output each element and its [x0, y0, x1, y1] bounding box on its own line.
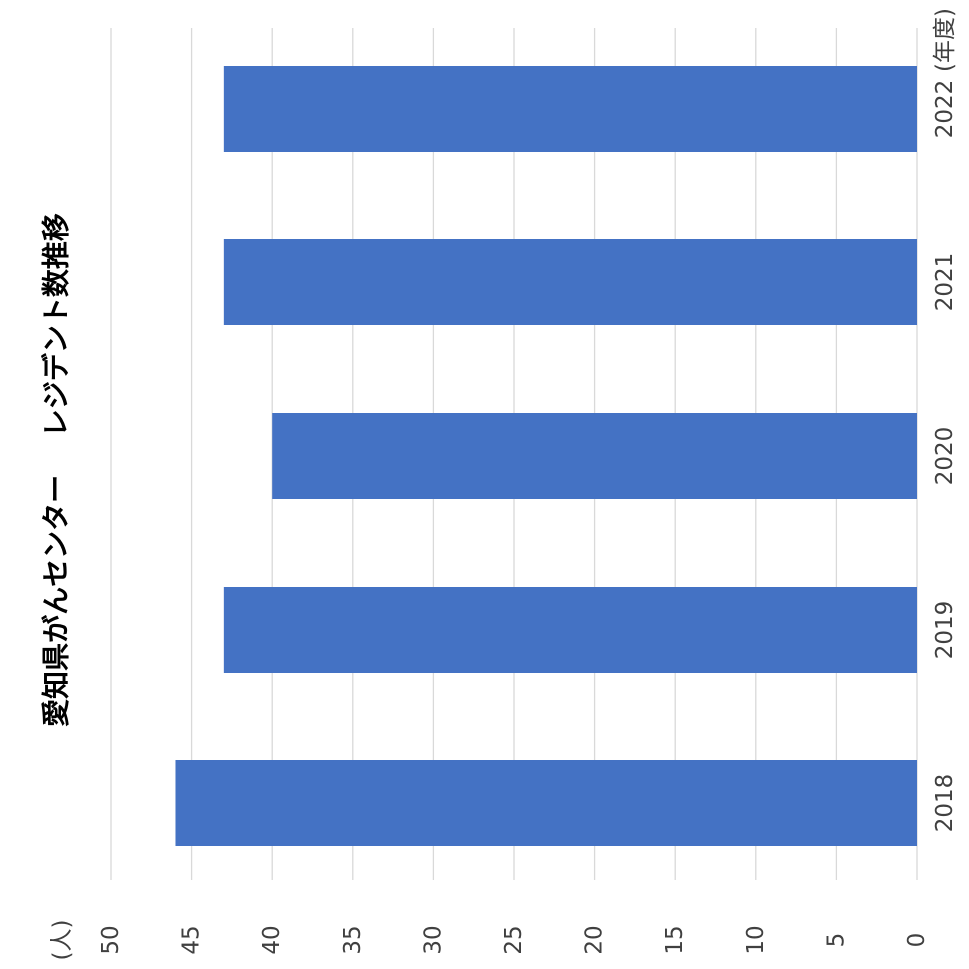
value-tick-label: 30: [420, 925, 446, 954]
category-tick-label: 2019: [932, 601, 958, 660]
category-tick-label: 2018: [932, 774, 958, 833]
category-tick-label: 2022: [932, 80, 958, 139]
category-axis-tick-labels: 2018 2019 2020 2021 2022: [932, 80, 958, 833]
value-tick-label: 35: [340, 925, 366, 954]
value-tick-label: 5: [823, 933, 849, 948]
value-tick-label: 25: [501, 925, 527, 954]
value-tick-label: 20: [582, 925, 608, 954]
bar: [223, 66, 918, 152]
value-tick-label: 45: [179, 925, 205, 954]
value-tick-label: 40: [259, 925, 285, 954]
category-tick-label: 2021: [932, 253, 958, 312]
bar: [272, 413, 917, 499]
bar: [223, 587, 918, 673]
value-axis-tick-labels: 0 5 10 15 20 25 30 35 40 45 50: [98, 925, 930, 954]
value-tick-label: 0: [904, 933, 930, 948]
value-tick-label: 10: [743, 925, 769, 954]
bar: [223, 239, 918, 325]
category-unit-label: (年度): [932, 8, 958, 72]
value-tick-label: 15: [662, 925, 688, 954]
bar: [175, 760, 918, 846]
bars: [175, 66, 918, 846]
value-tick-label: 50: [98, 925, 124, 954]
chart-title: 愛知県がんセンター レジデント数推移: [40, 213, 73, 727]
value-unit-label: (人): [49, 920, 75, 961]
category-tick-label: 2020: [932, 427, 958, 486]
